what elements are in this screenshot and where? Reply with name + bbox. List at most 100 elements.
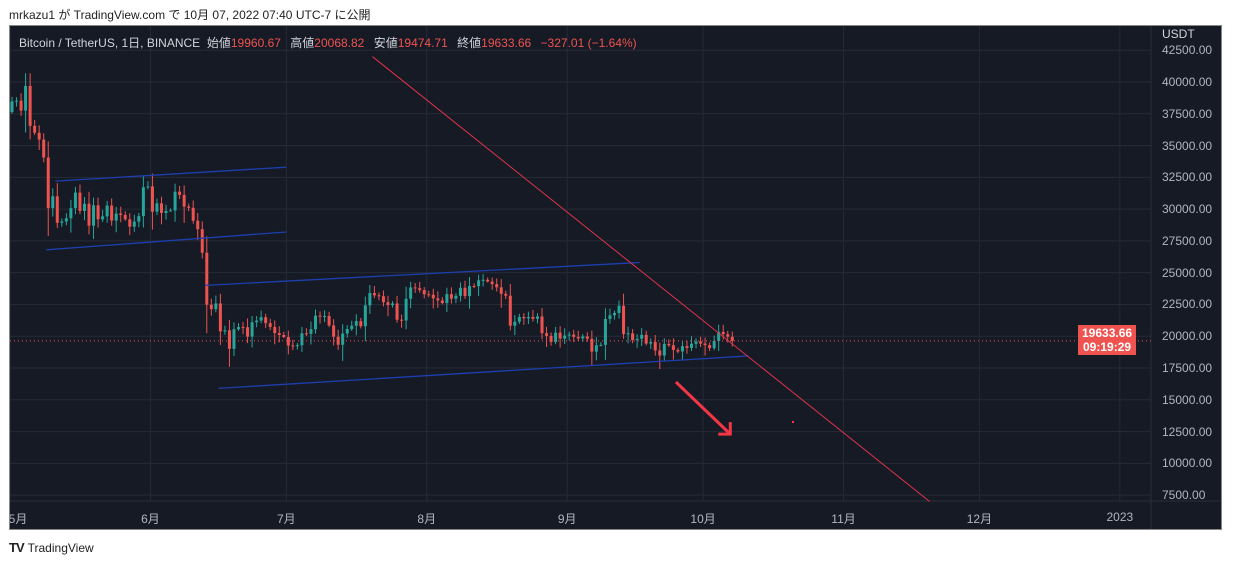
candle-up [232,329,236,349]
candle-up [599,344,603,346]
candle-up [69,208,73,219]
high-value: 20068.82 [314,36,365,50]
candle-down [159,203,163,213]
candle-down [178,191,182,195]
time-tick: 12月 [966,512,993,526]
candle-down [209,304,213,310]
arrow-icon [674,380,732,436]
candle-down [386,302,390,306]
candle-up [404,298,408,321]
last-price-label: 19633.66 09:19:29 [1078,324,1137,355]
candle-down [268,323,272,327]
candle-down [699,341,703,344]
candle-up [554,332,558,342]
candle-up [445,294,449,304]
candle-down [78,192,82,211]
candle-up [368,293,372,306]
candle-up [73,192,77,209]
candle-down [110,205,114,221]
published-info: mrkazu1 が TradingView.com で 10月 07, 2022… [9,8,371,22]
candle-down [128,219,132,227]
low-value: 19474.71 [397,36,448,50]
candle-up [60,221,64,223]
candle-up [309,329,313,334]
candle-down [87,203,91,226]
currency-label: USDT [1162,27,1195,41]
candle-down [28,85,32,126]
candle-up [250,322,254,337]
candle-up [114,213,118,221]
channel-line [204,261,640,287]
price-tick: 40000.00 [1162,75,1213,89]
candle-up [468,286,472,297]
candle-up [169,210,173,212]
candle-down [241,327,245,329]
candle-down [540,316,544,334]
change-value: −327.01 (−1.64%) [540,36,637,50]
candle-up [409,287,413,299]
time-tick: 10月 [690,512,716,526]
candle-up [141,187,145,217]
candle-down [413,287,417,289]
price-tick: 27500.00 [1162,233,1213,248]
candle-down [286,337,290,346]
candle-down [490,281,494,285]
candle-down [418,288,422,291]
channel-line [46,231,287,251]
candle-down [304,333,308,335]
time-tick: 2023 [1106,510,1134,524]
close-label: 終値 [457,36,482,50]
candle-down [549,335,553,342]
candle-down [572,334,576,337]
candle-down [427,294,431,296]
candle-down [708,345,712,349]
chart-panel[interactable]: Bitcoin / TetherUS, 1日, BINANCE 始値19960.… [9,25,1222,530]
candle-up [680,346,684,352]
time-tick: 5月 [9,512,28,526]
candle-up [341,333,345,345]
candlestick-chart[interactable] [10,26,1222,530]
candle-up [295,345,299,347]
candle-up [513,321,517,326]
open-label: 始値 [206,36,231,50]
candle-down [431,294,435,299]
candle-up [626,333,630,335]
candle-down [495,284,499,288]
candle-down [123,214,127,220]
tradingview-logo[interactable]: TV TradingView [9,540,94,555]
candle-down [730,336,734,341]
candle-up [567,334,571,336]
candle-down [545,333,549,336]
candle-up [137,216,141,222]
last-price: 19633.66 [1082,325,1133,340]
candle-up [694,341,698,344]
candle-down [726,334,730,337]
candle-up [223,330,227,332]
candle-up [214,303,218,310]
candle-up [132,221,136,227]
candle-up [105,205,109,217]
low-label: 安値 [373,36,398,50]
price-tick: 15000.00 [1162,392,1213,407]
candle-down [631,333,635,341]
candle-down [508,295,512,326]
candle-down [200,229,204,253]
symbol-name[interactable]: Bitcoin / TetherUS, 1日, BINANCE [19,36,201,50]
arrow-head-icon [718,422,732,436]
candle-up [712,340,716,349]
price-tick: 7500.00 [1162,488,1206,503]
price-tick: 17500.00 [1162,361,1213,376]
candle-down [46,157,50,209]
candle-down [440,300,444,304]
candle-down [400,319,404,321]
candle-up [24,85,28,111]
candle-up [717,331,721,341]
candle-down [327,316,331,326]
candle-up [635,338,639,341]
candle-up [526,316,530,319]
candle-up [82,203,86,211]
candle-down [33,125,37,133]
candle-up [363,305,367,327]
candle-up [259,317,263,321]
close-value: 19633.66 [481,36,532,50]
